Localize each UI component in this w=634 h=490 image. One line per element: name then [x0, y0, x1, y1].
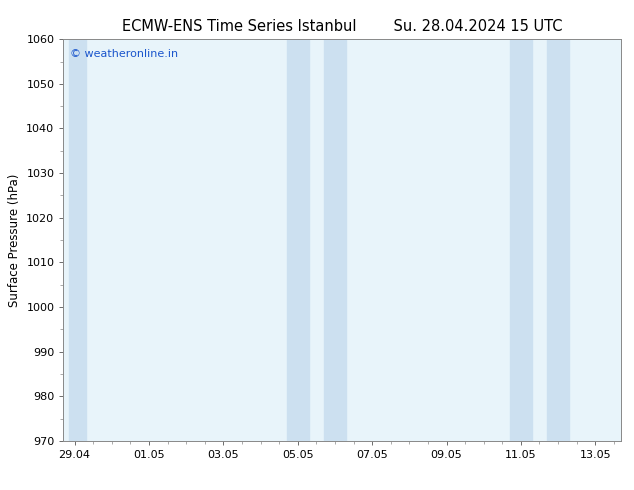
Bar	[547, 39, 569, 441]
Title: ECMW-ENS Time Series Istanbul        Su. 28.04.2024 15 UTC: ECMW-ENS Time Series Istanbul Su. 28.04.…	[122, 19, 562, 34]
Bar	[69, 39, 86, 441]
Bar	[510, 39, 532, 441]
Bar	[324, 39, 346, 441]
Y-axis label: Surface Pressure (hPa): Surface Pressure (hPa)	[8, 173, 21, 307]
Text: © weatheronline.in: © weatheronline.in	[70, 49, 178, 59]
Bar	[287, 39, 309, 441]
